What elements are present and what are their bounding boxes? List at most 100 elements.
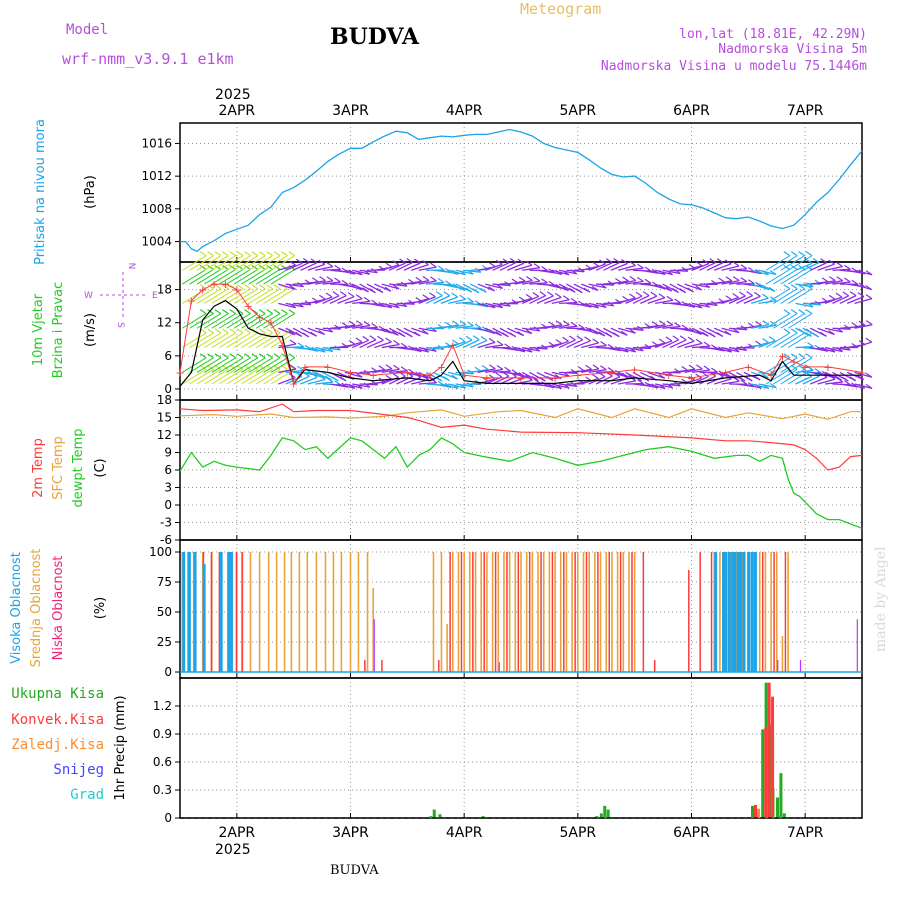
wind-barb-head <box>748 280 754 284</box>
wind-gust-marker: + <box>823 361 832 374</box>
wind-barb-shaft <box>773 289 797 304</box>
wind-barb-head <box>600 366 606 370</box>
wind-barb-head <box>473 289 479 293</box>
y-tick-label: 12 <box>157 428 172 442</box>
precip-bar-total <box>751 806 754 818</box>
wind-barb-head <box>563 296 569 300</box>
wind-barb-head <box>547 292 553 296</box>
wind-barb-shaft <box>219 314 243 329</box>
wind-barb-head <box>762 294 768 298</box>
wind-barb-head <box>637 277 643 281</box>
wind-barb-head <box>222 329 228 333</box>
wind-barb-head <box>836 293 842 297</box>
wind-barb-head <box>689 365 695 369</box>
wind-barb-head <box>289 310 295 314</box>
precip-bar-conv <box>768 683 771 818</box>
precip-bar-strat <box>757 809 760 818</box>
wind-gust-marker: + <box>209 278 218 291</box>
wind-barb-shaft <box>810 377 827 384</box>
wind-barb-head <box>290 340 296 344</box>
wind-barb-head <box>791 252 797 256</box>
wind-barb-head <box>807 343 813 347</box>
wind-barb-shaft <box>227 333 251 348</box>
wind-barb-head <box>651 292 657 296</box>
wind-barb-head <box>244 354 250 358</box>
x-tick-label-bottom: 4APR <box>446 825 483 841</box>
wind-barb-head <box>769 337 775 341</box>
wind-barb-head <box>549 322 555 326</box>
wind-barb-shaft <box>197 314 221 329</box>
precip-bar-total <box>603 806 606 818</box>
wind-barb-shaft <box>404 263 420 270</box>
wind-barb-head <box>267 252 273 256</box>
wind-barb-shaft <box>773 269 797 284</box>
wind-barb-head <box>829 295 835 299</box>
wind-barb-head <box>208 252 214 256</box>
y-tick-label: 1016 <box>141 136 172 150</box>
wind-barb-shaft <box>182 256 206 271</box>
wind-barb-head <box>842 377 848 381</box>
wind-barb-shaft <box>256 256 280 271</box>
wind-barb-head <box>259 252 265 256</box>
wind-barb-head <box>453 321 459 325</box>
wind-barb-head <box>784 252 790 256</box>
wind-barb-head <box>645 279 651 283</box>
wind-gust-marker: + <box>278 339 287 352</box>
wind-barb-head <box>541 279 547 283</box>
wind-gust-marker: + <box>300 361 309 374</box>
cloud-label-low: Niska Oblacnost <box>51 556 66 661</box>
wind-barb-shaft <box>204 256 228 271</box>
precip-bar-conv <box>764 727 767 818</box>
y-tick-label: 12 <box>157 316 172 330</box>
compass-w: W <box>84 291 93 301</box>
wind-barb-shaft <box>241 333 265 348</box>
wind-barb-head <box>784 310 790 314</box>
temp-label-sfc: SFC Temp <box>51 436 66 500</box>
wind-barb-shaft <box>537 296 553 303</box>
wind-barb-head <box>230 310 236 314</box>
wind-barb-head <box>843 292 849 296</box>
wind-barb-shaft <box>271 269 295 284</box>
wind-barb-shaft <box>204 314 228 329</box>
wind-barb-shaft <box>182 269 206 284</box>
wind-barb-head <box>637 264 643 268</box>
wind-gust-marker: + <box>346 366 355 379</box>
wind-barb-head <box>267 310 273 314</box>
wind-barb-head <box>704 366 710 370</box>
panel-frame <box>180 678 862 818</box>
wind-barb-head <box>569 336 575 340</box>
wind-barb-shaft <box>234 333 258 348</box>
panel-precip: 00.30.60.91.2 <box>153 678 862 825</box>
wind-barb-head <box>822 278 828 282</box>
wind-barb-shaft <box>788 289 812 304</box>
wind-barb-head <box>326 293 332 297</box>
wind-barb-head <box>386 365 392 369</box>
wind-barb-head <box>340 292 346 296</box>
y-tick-label: 6 <box>164 463 172 477</box>
wind-barb-head <box>756 321 762 325</box>
wind-barb-head <box>430 277 436 281</box>
wind-gust-marker: + <box>857 366 866 379</box>
plot-panels: 1004100810121016061218-6-303691215180255… <box>141 103 872 841</box>
y-tick-label: 1012 <box>141 169 172 183</box>
wind-barb-head <box>356 321 362 325</box>
wind-barb-head <box>806 252 812 256</box>
wind-barb-head <box>468 298 474 302</box>
wind-barb-shaft <box>204 369 228 384</box>
wind-barb-shaft <box>256 269 280 284</box>
wind-barb-head <box>466 336 472 340</box>
wind-barb-shaft <box>256 333 280 348</box>
wind-barb-head <box>215 329 221 333</box>
temp-unit: (C) <box>93 458 108 477</box>
wind-barb-head <box>252 252 258 256</box>
wind-barb-head <box>866 295 872 299</box>
pressure-line <box>180 130 862 252</box>
wind-barb-head <box>709 333 715 337</box>
precip-legend-conv: Konvek.Kisa <box>11 712 104 728</box>
wind-gust-marker: + <box>721 366 730 379</box>
wind-barb-head <box>489 263 495 267</box>
wind-gust-marker: + <box>801 361 810 374</box>
wind-barb-head <box>739 292 745 296</box>
wind-barb-shaft <box>227 269 251 284</box>
